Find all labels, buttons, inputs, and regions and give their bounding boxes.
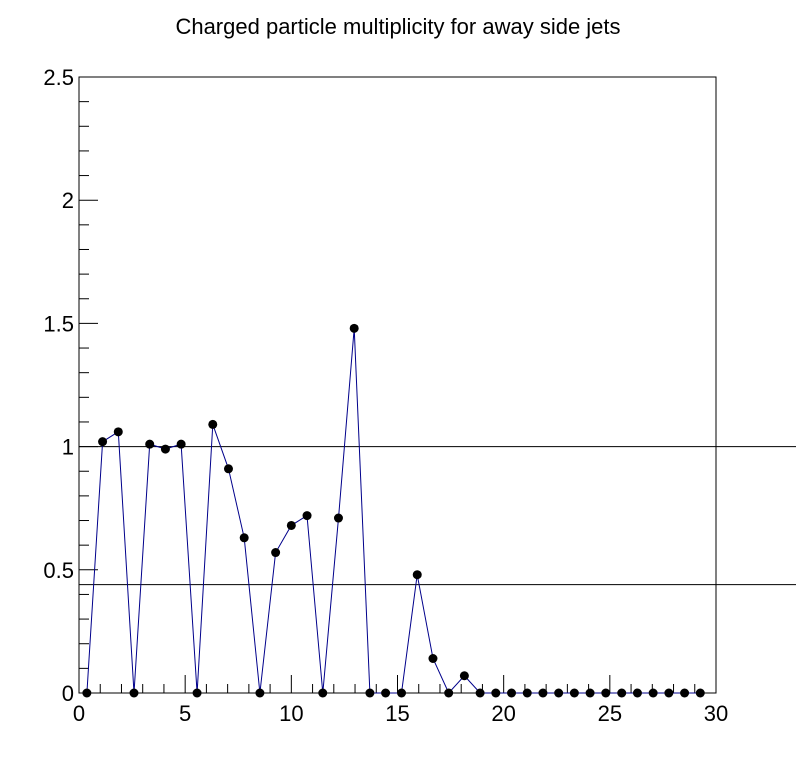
data-point [223, 464, 233, 474]
x-tick-label: 15 [385, 701, 409, 726]
y-tick-label: 0 [62, 681, 74, 706]
y-axis: 0 0.5 1 1.5 2 2.5 [43, 65, 98, 706]
x-axis: 0 5 10 15 20 25 30 [73, 675, 728, 726]
data-point [617, 688, 627, 698]
data-point [664, 688, 674, 698]
plot-frame [78, 76, 717, 694]
data-point [585, 688, 595, 698]
data-point [569, 688, 579, 698]
data-point [192, 688, 202, 698]
data-point [601, 688, 611, 698]
data-point [695, 688, 705, 698]
data-point [632, 688, 642, 698]
data-series [82, 323, 705, 698]
data-point [145, 439, 155, 449]
data-point [444, 688, 454, 698]
data-point [475, 688, 485, 698]
data-point [491, 688, 501, 698]
x-tick-label: 20 [491, 701, 515, 726]
y-tick-label: 2.5 [43, 65, 74, 90]
data-point [113, 427, 123, 437]
data-point [365, 688, 375, 698]
data-point [302, 511, 312, 521]
data-point [459, 671, 469, 681]
y-tick-label: 2 [62, 188, 74, 213]
data-point [554, 688, 564, 698]
data-point [333, 513, 343, 523]
data-point [318, 688, 328, 698]
data-point [397, 688, 407, 698]
data-point [129, 688, 139, 698]
data-point [680, 688, 690, 698]
data-point [349, 323, 359, 333]
data-point [239, 533, 249, 543]
y-tick-label: 0.5 [43, 558, 74, 583]
y-tick-label: 1.5 [43, 311, 74, 336]
data-point [82, 688, 92, 698]
data-point [507, 688, 517, 698]
chart-title: Charged particle multiplicity for away s… [175, 14, 620, 39]
data-point [176, 439, 186, 449]
data-point [98, 437, 108, 447]
data-point [160, 444, 170, 454]
data-point [522, 688, 532, 698]
data-point [538, 688, 548, 698]
minor-ticks [79, 101, 696, 693]
x-tick-label: 30 [704, 701, 728, 726]
x-tick-label: 0 [73, 701, 85, 726]
data-point [428, 654, 438, 664]
data-point [381, 688, 391, 698]
x-tick-label: 5 [179, 701, 191, 726]
data-point [255, 688, 265, 698]
data-point [412, 570, 422, 580]
data-point [286, 520, 296, 530]
data-point [208, 419, 218, 429]
y-tick-label: 1 [62, 435, 74, 460]
reference-lines [79, 446, 796, 586]
data-point [271, 548, 281, 558]
x-tick-label: 25 [598, 701, 622, 726]
series-line [86, 328, 701, 694]
data-point [648, 688, 658, 698]
x-tick-label: 10 [279, 701, 303, 726]
